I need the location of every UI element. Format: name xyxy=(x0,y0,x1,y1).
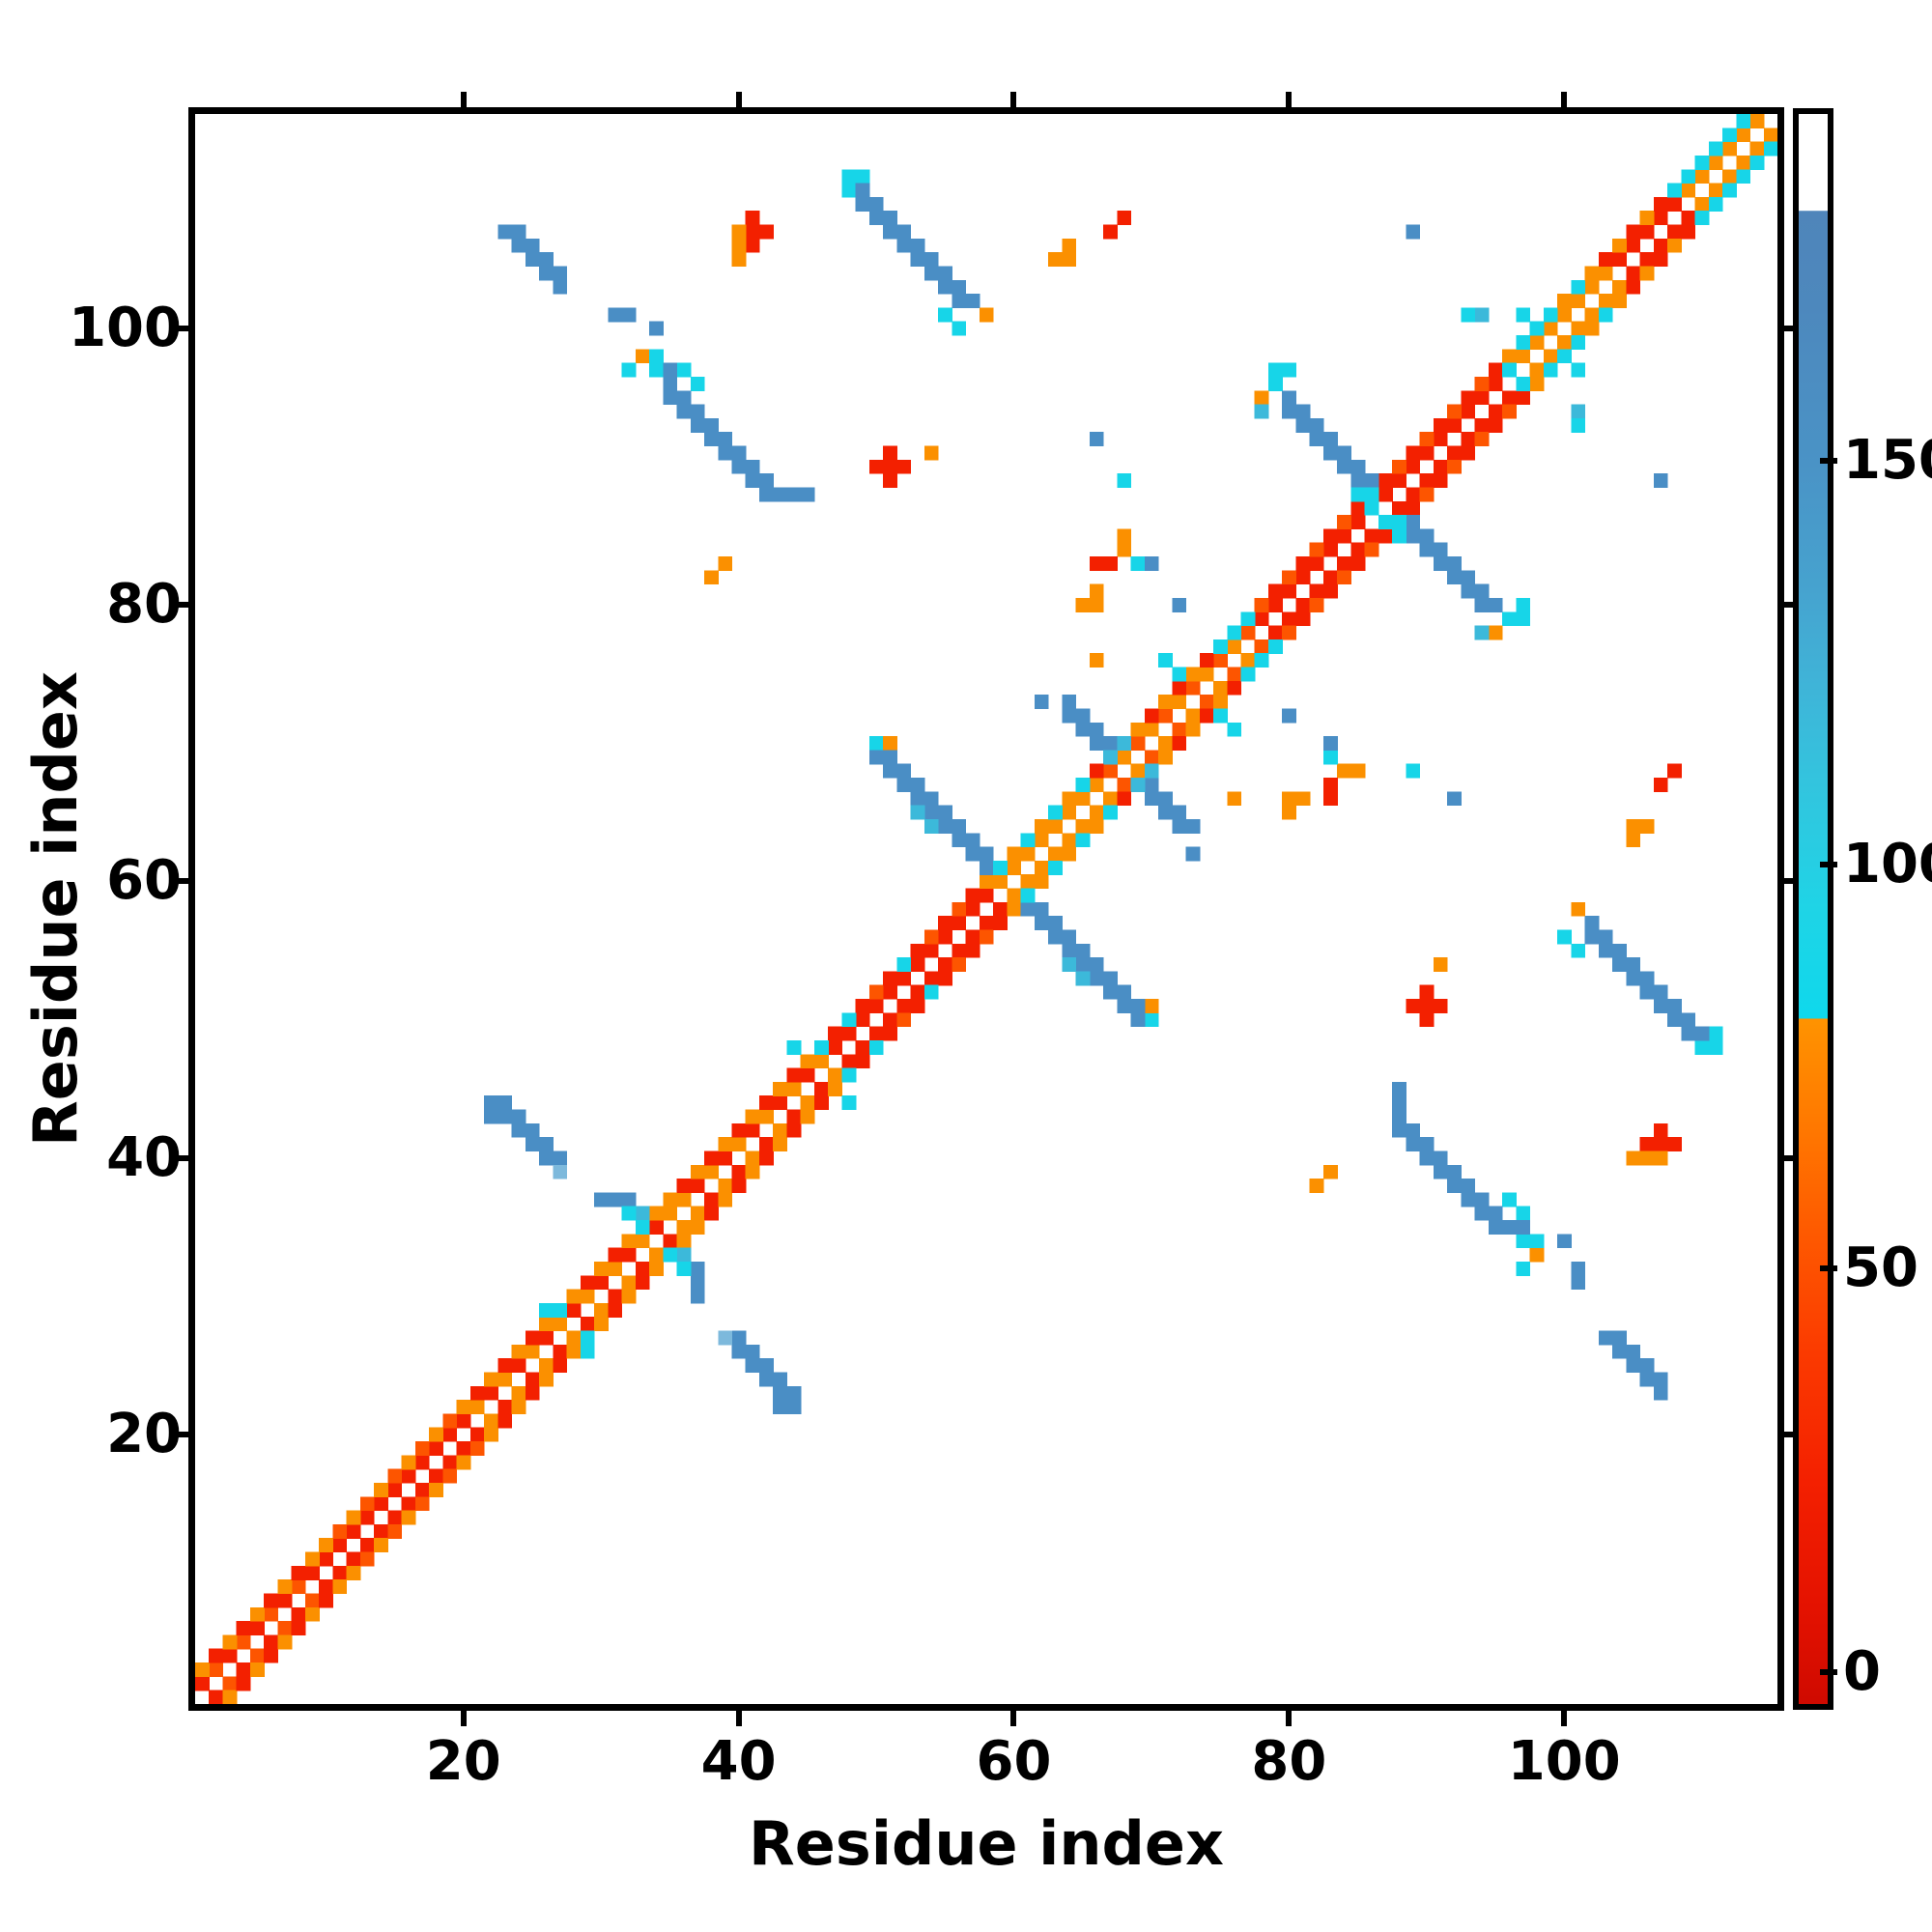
colorbar xyxy=(1793,108,1833,1710)
y-tick-right-20 xyxy=(1784,1431,1798,1437)
x-tick-label-80: 80 xyxy=(1251,1730,1327,1793)
colorbar-tick-label-100: 100 xyxy=(1843,832,1932,895)
colorbar-tick-label-150: 150 xyxy=(1843,428,1932,492)
x-tick-top-60 xyxy=(1010,92,1017,107)
x-tick-top-80 xyxy=(1286,92,1293,107)
y-tick-left-80 xyxy=(173,602,188,609)
y-tick-right-80 xyxy=(1784,602,1798,609)
plot-area xyxy=(188,107,1784,1711)
colorbar-tick-0 xyxy=(1820,1669,1837,1676)
x-tick-bottom-40 xyxy=(735,1711,742,1726)
heatmap-grid xyxy=(195,114,1777,1704)
y-tick-right-40 xyxy=(1784,1154,1798,1161)
x-tick-label-40: 40 xyxy=(700,1730,777,1793)
y-tick-label-40: 40 xyxy=(106,1125,182,1189)
x-axis-title: Residue index xyxy=(749,1808,1224,1879)
x-tick-bottom-80 xyxy=(1286,1711,1293,1726)
y-tick-label-60: 60 xyxy=(106,849,182,913)
y-tick-label-100: 100 xyxy=(69,296,182,359)
colorbar-tick-50 xyxy=(1820,1264,1837,1271)
colorbar-tick-100 xyxy=(1820,861,1837,867)
x-tick-label-100: 100 xyxy=(1507,1730,1621,1793)
colorbar-tick-150 xyxy=(1820,457,1837,464)
y-tick-left-40 xyxy=(173,1154,188,1161)
colorbar-gradient xyxy=(1799,114,1828,1704)
y-tick-left-20 xyxy=(173,1431,188,1437)
x-tick-top-40 xyxy=(735,92,742,107)
y-tick-right-100 xyxy=(1784,325,1798,331)
colorbar-tick-label-50: 50 xyxy=(1843,1236,1918,1299)
x-tick-bottom-100 xyxy=(1561,1711,1568,1726)
y-tick-left-100 xyxy=(173,325,188,331)
y-tick-left-60 xyxy=(173,878,188,885)
x-tick-top-20 xyxy=(460,92,467,107)
colorbar-tick-label-0: 0 xyxy=(1843,1640,1881,1704)
x-tick-label-20: 20 xyxy=(425,1730,501,1793)
x-tick-label-60: 60 xyxy=(976,1730,1052,1793)
x-tick-top-100 xyxy=(1561,92,1568,107)
x-tick-bottom-60 xyxy=(1010,1711,1017,1726)
y-tick-label-20: 20 xyxy=(106,1402,182,1465)
x-tick-bottom-20 xyxy=(460,1711,467,1726)
y-tick-label-80: 80 xyxy=(106,573,182,637)
y-tick-right-60 xyxy=(1784,878,1798,885)
